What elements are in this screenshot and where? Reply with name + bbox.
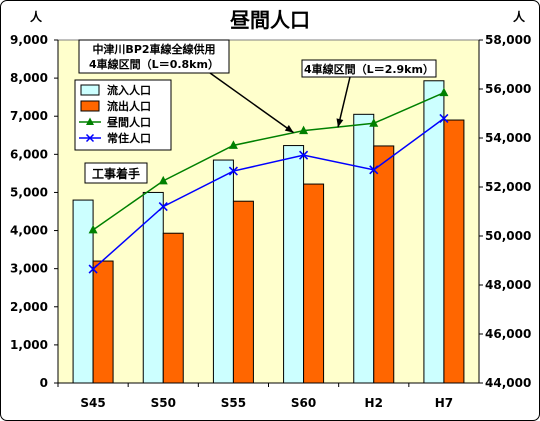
left-tick-label: 6,000 (10, 147, 48, 161)
x-tick-label: H7 (435, 396, 453, 410)
left-tick-label: 2,000 (10, 300, 48, 314)
x-tick-label: S60 (291, 396, 316, 410)
left-tick-label: 8,000 (10, 71, 48, 85)
annotation-2-arrowhead (336, 118, 344, 128)
left-tick-label: 7,000 (10, 109, 48, 123)
legend-swatch (80, 84, 100, 96)
legend-label: 流入人口 (107, 83, 151, 97)
annotation-box-1 (78, 39, 230, 74)
bar-outflow (232, 200, 254, 384)
bar-inflow (353, 113, 375, 384)
left-tick-label: 3,000 (10, 262, 48, 276)
point-resident-population (228, 166, 238, 176)
point-daytime-population (88, 224, 98, 234)
right-axis-unit: 人 (513, 9, 526, 24)
line-resident-population (92, 117, 445, 270)
point-resident-population (299, 150, 309, 160)
legend-swatch (80, 100, 100, 112)
left-tick-label: 9,000 (10, 33, 48, 47)
point-daytime-population (158, 175, 168, 185)
bar-outflow (303, 183, 325, 384)
bar-inflow (212, 159, 234, 384)
annotation-box-3 (84, 162, 148, 184)
left-tick-label: 4,000 (10, 224, 48, 238)
left-tick-label: 0 (40, 376, 48, 390)
right-tick-label: 54,000 (485, 131, 531, 145)
bar-inflow (283, 145, 305, 384)
legend-label: 昼間人口 (106, 115, 151, 129)
x-tick-label: S55 (221, 396, 246, 410)
bar-outflow (162, 232, 184, 384)
point-resident-population (158, 202, 168, 212)
annotation-3-line-1: 工事着手 (92, 166, 140, 181)
annotation-1-arrow (209, 72, 295, 134)
point-daytime-population (299, 125, 309, 135)
point-daytime-population (228, 140, 238, 149)
x-tick-label: H2 (365, 396, 383, 410)
right-tick-label: 56,000 (485, 82, 531, 96)
right-tick-label: 48,000 (485, 278, 531, 292)
point-resident-population (439, 113, 449, 123)
left-tick-label: 1,000 (10, 338, 48, 352)
annotation-2-line-1: 4車線区間（L＝2.9km） (304, 62, 434, 76)
annotation-2-arrow (337, 76, 351, 128)
annotation-1-arrowhead (284, 124, 294, 133)
bar-outflow (373, 145, 395, 384)
legend-label: 常住人口 (107, 131, 151, 145)
annotation-1-line-1: 中津川BP2車線全線供用 (92, 42, 215, 56)
line-daytime-population (92, 91, 445, 231)
right-tick-label: 46,000 (485, 327, 531, 341)
legend-label: 流出人口 (107, 99, 151, 113)
bar-outflow (443, 119, 465, 384)
bar-inflow (72, 199, 94, 384)
chart-title: 昼間人口 (230, 8, 310, 32)
annotation-box-2 (301, 59, 437, 78)
point-resident-population (369, 165, 379, 175)
legend-marker (85, 133, 95, 143)
right-tick-label: 50,000 (485, 229, 531, 243)
point-daytime-population (369, 118, 379, 127)
left-axis-unit: 人 (30, 9, 43, 24)
x-tick-label: S50 (151, 396, 176, 410)
right-tick-label: 44,000 (485, 376, 531, 390)
legend-marker (86, 117, 94, 125)
annotation-1-line-2: 4車線区間（L＝0.8km） (89, 57, 219, 71)
point-resident-population (88, 264, 98, 274)
right-tick-label: 58,000 (485, 33, 531, 47)
bar-outflow (92, 260, 114, 384)
right-tick-label: 52,000 (485, 180, 531, 194)
x-tick-label: S45 (80, 396, 105, 410)
point-daytime-population (439, 87, 449, 97)
left-tick-label: 5,000 (10, 185, 48, 199)
